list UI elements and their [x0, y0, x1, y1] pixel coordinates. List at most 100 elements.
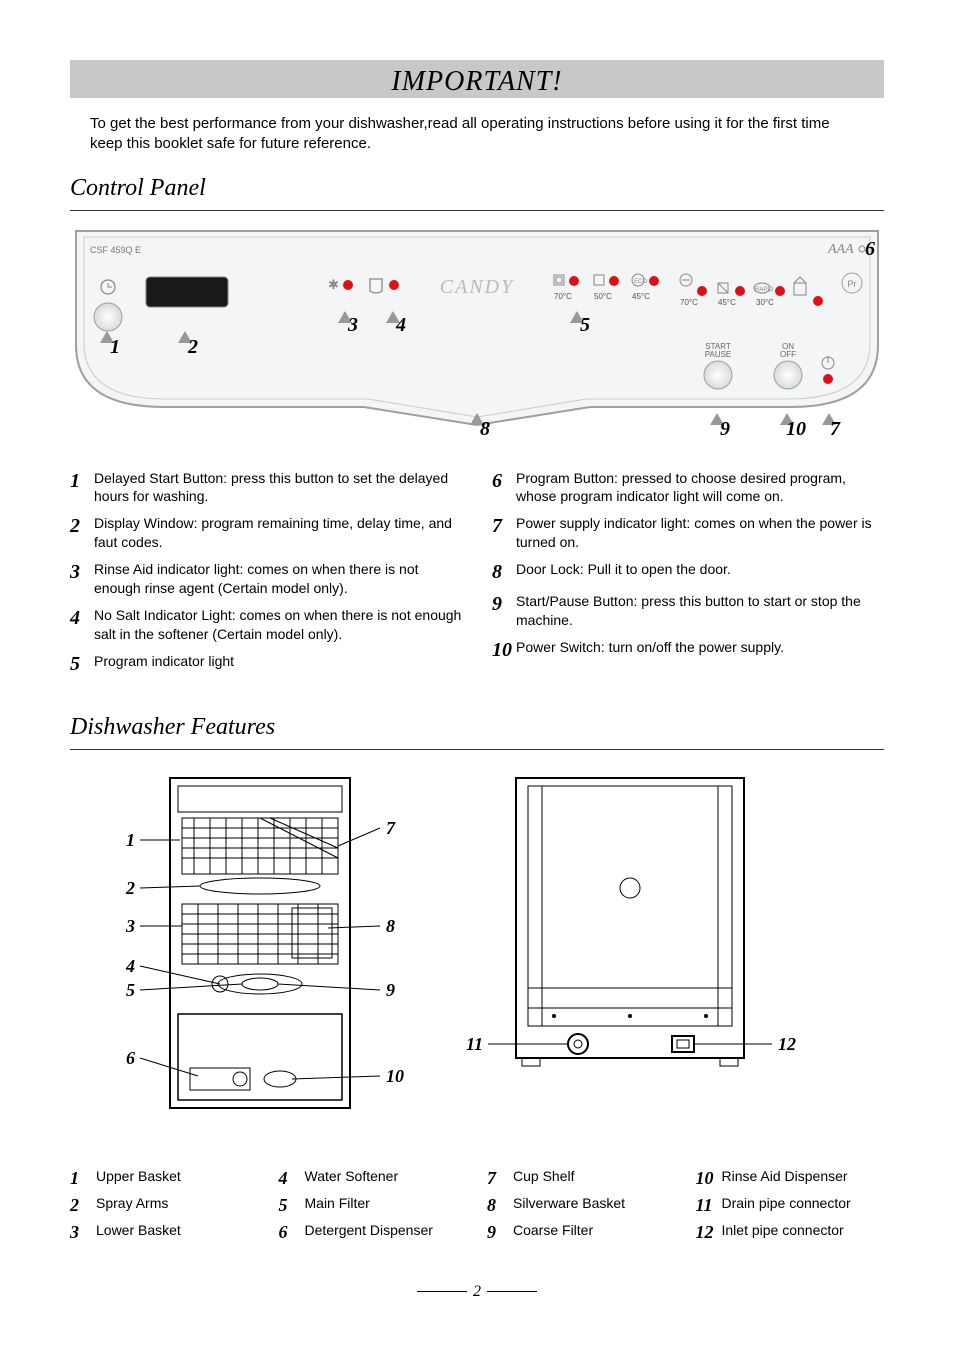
feature-number: 3	[70, 1222, 96, 1243]
feature-text: Drain pipe connector	[722, 1195, 851, 1216]
feature-text: Water Softener	[305, 1168, 399, 1189]
svg-text:RAPID: RAPID	[755, 287, 774, 293]
description-item: 6Program Button: pressed to choose desir…	[492, 469, 884, 507]
svg-text:30°C: 30°C	[756, 298, 774, 307]
description-item: 2Display Window: program remaining time,…	[70, 514, 462, 552]
svg-text:Pr: Pr	[848, 279, 857, 289]
svg-text:3: 3	[125, 916, 135, 936]
feature-column: 7Cup Shelf8Silverware Basket9Coarse Filt…	[487, 1168, 676, 1249]
description-text: Power supply indicator light: comes on w…	[516, 514, 884, 552]
svg-text:7: 7	[830, 418, 841, 440]
control-panel-diagram: CSF 459Q E ✱ CANDY 70°C 50°C	[70, 225, 884, 445]
svg-text:11: 11	[466, 1034, 483, 1054]
feature-number: 12	[696, 1222, 722, 1243]
feature-column: 4Water Softener5Main Filter6Detergent Di…	[279, 1168, 468, 1249]
important-title: IMPORTANT!	[70, 66, 884, 98]
svg-text:3: 3	[347, 314, 358, 336]
svg-text:45°C: 45°C	[632, 292, 650, 301]
svg-text:2: 2	[187, 336, 198, 358]
important-body: To get the best performance from your di…	[70, 106, 884, 169]
feature-item: 10Rinse Aid Dispenser	[696, 1168, 885, 1189]
svg-text:5: 5	[126, 980, 135, 1000]
svg-text:10: 10	[786, 418, 806, 440]
description-item: 10Power Switch: turn on/off the power su…	[492, 638, 884, 662]
feature-item: 5Main Filter	[279, 1195, 468, 1216]
feature-text: Lower Basket	[96, 1222, 181, 1243]
description-item: 3Rinse Aid indicator light: comes on whe…	[70, 560, 462, 598]
feature-text: Coarse Filter	[513, 1222, 593, 1243]
feature-text: Spray Arms	[96, 1195, 168, 1216]
feature-item: 1Upper Basket	[70, 1168, 259, 1189]
description-number: 7	[492, 514, 516, 552]
feature-number: 6	[279, 1222, 305, 1243]
feature-item: 6Detergent Dispenser	[279, 1222, 468, 1243]
feature-item: 3Lower Basket	[70, 1222, 259, 1243]
svg-text:12: 12	[778, 1034, 796, 1054]
description-number: 9	[492, 592, 516, 630]
manual-page: IMPORTANT! To get the best performance f…	[0, 0, 954, 1341]
feature-text: Rinse Aid Dispenser	[722, 1168, 848, 1189]
description-text: Delayed Start Button: press this button …	[94, 469, 462, 507]
svg-text:9: 9	[720, 418, 730, 440]
svg-text:OFF: OFF	[780, 350, 796, 359]
description-text: Program Button: pressed to choose desire…	[516, 469, 884, 507]
feature-diagrams: 1 2 3 4 5 6 7 8 9 10	[70, 768, 884, 1128]
description-text: No Salt Indicator Light: comes on when t…	[94, 606, 462, 644]
feature-item: 9Coarse Filter	[487, 1222, 676, 1243]
feature-item: 7Cup Shelf	[487, 1168, 676, 1189]
feature-text: Inlet pipe connector	[722, 1222, 844, 1243]
svg-text:70°C: 70°C	[680, 298, 698, 307]
feature-number: 11	[696, 1195, 722, 1216]
page-number: 2	[473, 1283, 481, 1300]
svg-text:70°C: 70°C	[554, 292, 572, 301]
feature-text: Upper Basket	[96, 1168, 181, 1189]
feature-number: 8	[487, 1195, 513, 1216]
feature-column: 10Rinse Aid Dispenser11Drain pipe connec…	[696, 1168, 885, 1249]
feature-number: 10	[696, 1168, 722, 1189]
svg-text:✱: ✱	[328, 277, 339, 292]
svg-text:6: 6	[865, 238, 875, 260]
svg-text:9: 9	[386, 980, 395, 1000]
control-panel-descriptions: 1Delayed Start Button: press this button…	[70, 469, 884, 684]
feature-text: Detergent Dispenser	[305, 1222, 433, 1243]
description-number: 6	[492, 469, 516, 507]
feature-number: 1	[70, 1168, 96, 1189]
svg-text:1: 1	[110, 336, 120, 358]
feature-text: Cup Shelf	[513, 1168, 574, 1189]
feature-item: 4Water Softener	[279, 1168, 468, 1189]
feature-text: Silverware Basket	[513, 1195, 625, 1216]
control-panel-svg: CSF 459Q E ✱ CANDY 70°C 50°C	[70, 225, 884, 445]
svg-text:7: 7	[386, 818, 396, 838]
feature-number: 9	[487, 1222, 513, 1243]
description-number: 10	[492, 638, 516, 662]
feature-number: 5	[279, 1195, 305, 1216]
section-title-control-panel: Control Panel	[70, 175, 884, 202]
svg-text:4: 4	[395, 314, 406, 336]
description-text: Start/Pause Button: press this button to…	[516, 592, 884, 630]
dishwasher-rear-diagram: 11 12	[450, 768, 810, 1088]
section-title-features: Dishwasher Features	[70, 714, 884, 741]
svg-text:8: 8	[386, 916, 395, 936]
svg-text:4: 4	[125, 956, 135, 976]
description-item: 8Door Lock: Pull it to open the door.	[492, 560, 884, 584]
description-number: 1	[70, 469, 94, 507]
svg-text:5: 5	[580, 314, 590, 336]
feature-item: 2Spray Arms	[70, 1195, 259, 1216]
divider	[70, 749, 884, 750]
description-text: Display Window: program remaining time, …	[94, 514, 462, 552]
description-number: 4	[70, 606, 94, 644]
svg-text:6: 6	[126, 1048, 135, 1068]
description-text: Program indicator light	[94, 652, 234, 676]
feature-item: 11Drain pipe connector	[696, 1195, 885, 1216]
divider	[70, 210, 884, 211]
feature-number: 2	[70, 1195, 96, 1216]
dishwasher-front-diagram: 1 2 3 4 5 6 7 8 9 10	[70, 768, 420, 1128]
description-text: Rinse Aid indicator light: comes on when…	[94, 560, 462, 598]
model-label: CSF 459Q E	[90, 245, 141, 255]
svg-text:ECO: ECO	[634, 279, 647, 285]
feature-item: 12Inlet pipe connector	[696, 1222, 885, 1243]
feature-text: Main Filter	[305, 1195, 370, 1216]
description-text: Door Lock: Pull it to open the door.	[516, 560, 731, 584]
svg-text:2: 2	[125, 878, 135, 898]
feature-number: 4	[279, 1168, 305, 1189]
